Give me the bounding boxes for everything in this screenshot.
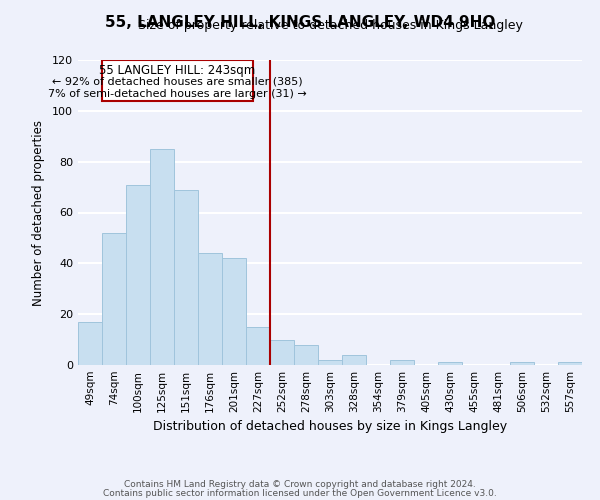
- Text: Contains public sector information licensed under the Open Government Licence v3: Contains public sector information licen…: [103, 488, 497, 498]
- Bar: [438, 362, 462, 365]
- Bar: [78, 322, 102, 365]
- Text: 55, LANGLEY HILL, KINGS LANGLEY, WD4 9HQ: 55, LANGLEY HILL, KINGS LANGLEY, WD4 9HQ: [105, 15, 495, 30]
- Title: Size of property relative to detached houses in Kings Langley: Size of property relative to detached ho…: [137, 20, 523, 32]
- Bar: [198, 253, 222, 365]
- X-axis label: Distribution of detached houses by size in Kings Langley: Distribution of detached houses by size …: [153, 420, 507, 434]
- Bar: [222, 258, 246, 365]
- FancyBboxPatch shape: [102, 60, 253, 100]
- Bar: [318, 360, 342, 365]
- Text: ← 92% of detached houses are smaller (385): ← 92% of detached houses are smaller (38…: [52, 76, 303, 86]
- Bar: [390, 360, 414, 365]
- Text: 7% of semi-detached houses are larger (31) →: 7% of semi-detached houses are larger (3…: [48, 89, 307, 99]
- Text: 55 LANGLEY HILL: 243sqm: 55 LANGLEY HILL: 243sqm: [100, 64, 256, 77]
- Bar: [558, 362, 582, 365]
- Bar: [510, 362, 534, 365]
- Bar: [150, 149, 174, 365]
- Bar: [102, 233, 126, 365]
- Text: Contains HM Land Registry data © Crown copyright and database right 2024.: Contains HM Land Registry data © Crown c…: [124, 480, 476, 489]
- Y-axis label: Number of detached properties: Number of detached properties: [32, 120, 45, 306]
- Bar: [270, 340, 294, 365]
- Bar: [246, 327, 270, 365]
- Bar: [126, 184, 150, 365]
- Bar: [174, 190, 198, 365]
- Bar: [342, 355, 366, 365]
- Bar: [294, 344, 318, 365]
